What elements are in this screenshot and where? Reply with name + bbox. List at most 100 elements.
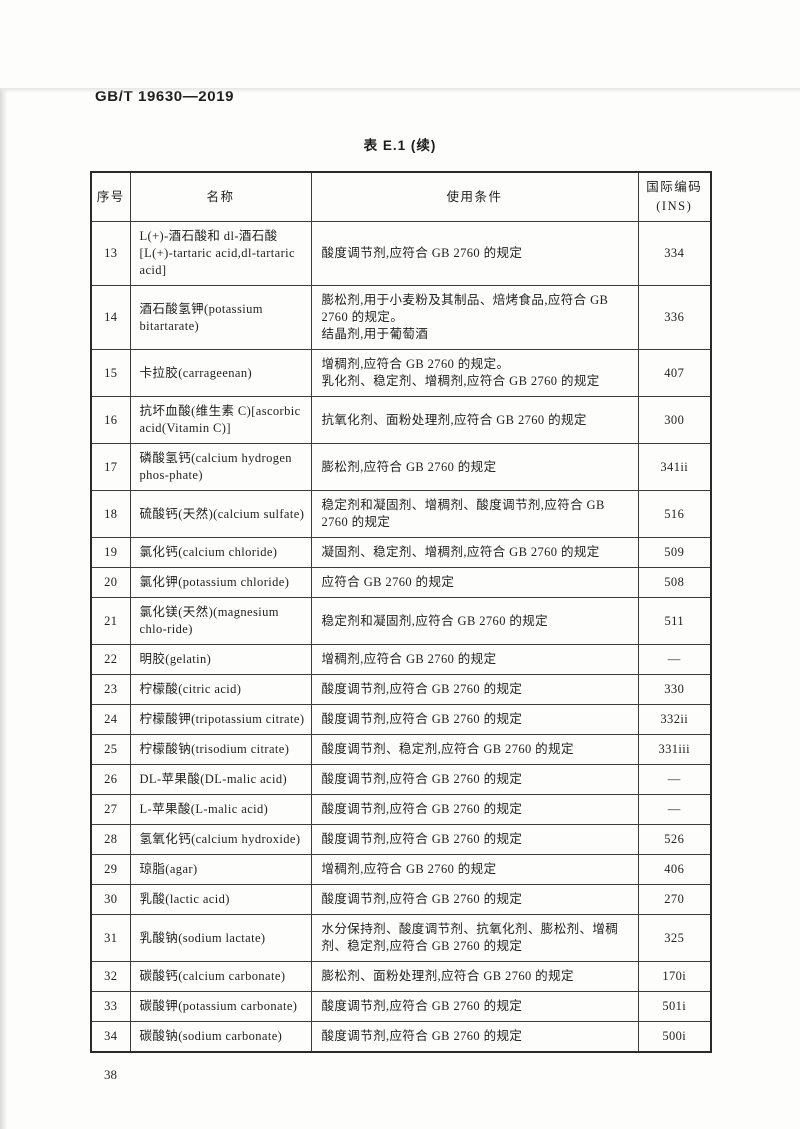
table-row: 15 卡拉胶(carrageenan) 增稠剂,应符合 GB 2760 的规定。… bbox=[90, 349, 712, 397]
usage-condition-cell: 膨松剂、面粉处理剂,应符合 GB 2760 的规定 bbox=[310, 961, 639, 992]
usage-condition-cell: 膨松剂,应符合 GB 2760 的规定 bbox=[310, 443, 639, 491]
substance-name-cell: 抗坏血酸(维生素 C)[ascorbic acid(Vitamin C)] bbox=[129, 396, 312, 444]
usage-condition-cell: 凝固剂、稳定剂、增稠剂,应符合 GB 2760 的规定 bbox=[310, 537, 639, 568]
substance-name-cell: 氯化钾(potassium chloride) bbox=[129, 567, 312, 598]
usage-condition-cell: 增稠剂,应符合 GB 2760 的规定。 乳化剂、稳定剂、增稠剂,应符合 GB … bbox=[310, 349, 639, 397]
col-header-name: 名称 bbox=[129, 171, 312, 222]
scan-edge-top bbox=[0, 88, 800, 93]
table-row: 32 碳酸钙(calcium carbonate) 膨松剂、面粉处理剂,应符合 … bbox=[90, 961, 712, 992]
scan-edge-left bbox=[0, 88, 7, 1129]
table-title: 表 E.1 (续) bbox=[363, 138, 437, 153]
row-number-cell: 24 bbox=[90, 704, 131, 735]
substance-name-cell: L(+)-酒石酸和 dl-酒石酸[L(+)-tartaric acid,dl-t… bbox=[129, 221, 312, 286]
table-body: 13 L(+)-酒石酸和 dl-酒石酸[L(+)-tartaric acid,d… bbox=[90, 221, 712, 1053]
table-row: 25 柠檬酸钠(trisodium citrate) 酸度调节剂、稳定剂,应符合… bbox=[90, 734, 712, 765]
table-row: 29 琼脂(agar) 增稠剂,应符合 GB 2760 的规定 406 bbox=[90, 854, 712, 885]
row-number-cell: 30 bbox=[90, 884, 131, 915]
ins-code-cell: 332ii bbox=[637, 704, 712, 735]
row-number-cell: 14 bbox=[90, 285, 131, 350]
substance-name-cell: 酒石酸氢钾(potassium bitartarate) bbox=[129, 285, 312, 350]
table-row: 22 明胶(gelatin) 增稠剂,应符合 GB 2760 的规定 — bbox=[90, 644, 712, 675]
usage-condition-cell: 酸度调节剂,应符合 GB 2760 的规定 bbox=[310, 704, 639, 735]
ins-code-cell: 500i bbox=[637, 1021, 712, 1053]
table-row: 34 碳酸钠(sodium carbonate) 酸度调节剂,应符合 GB 27… bbox=[90, 1021, 712, 1053]
table-row: 21 氯化镁(天然)(magnesium chlo-ride) 稳定剂和凝固剂,… bbox=[90, 597, 712, 645]
substance-name-cell: L-苹果酸(L-malic acid) bbox=[129, 794, 312, 825]
row-number-cell: 26 bbox=[90, 764, 131, 795]
ins-code-cell: 334 bbox=[637, 221, 712, 286]
table-header-row: 序号 名称 使用条件 国际编码 (INS) bbox=[90, 171, 712, 222]
row-number-cell: 32 bbox=[90, 961, 131, 992]
ins-code-cell: 508 bbox=[637, 567, 712, 598]
ins-code-cell: 330 bbox=[637, 674, 712, 705]
substance-name-cell: 磷酸氢钙(calcium hydrogen phos-phate) bbox=[129, 443, 312, 491]
row-number-cell: 13 bbox=[90, 221, 131, 286]
ins-code-cell: 170i bbox=[637, 961, 712, 992]
substance-name-cell: DL-苹果酸(DL-malic acid) bbox=[129, 764, 312, 795]
row-number-cell: 31 bbox=[90, 914, 131, 962]
row-number-cell: 15 bbox=[90, 349, 131, 397]
usage-condition-cell: 增稠剂,应符合 GB 2760 的规定 bbox=[310, 644, 639, 675]
substance-name-cell: 氯化钙(calcium chloride) bbox=[129, 537, 312, 568]
additives-table: 序号 名称 使用条件 国际编码 (INS) 13 L(+)-酒石酸和 dl-酒石… bbox=[90, 171, 712, 1053]
usage-condition-cell: 膨松剂,用于小麦粉及其制品、焙烤食品,应符合 GB 2760 的规定。 结晶剂,… bbox=[310, 285, 639, 350]
row-number-cell: 25 bbox=[90, 734, 131, 765]
ins-code-cell: — bbox=[637, 794, 712, 825]
ins-code-cell: 325 bbox=[637, 914, 712, 962]
row-number-cell: 29 bbox=[90, 854, 131, 885]
substance-name-cell: 碳酸钙(calcium carbonate) bbox=[129, 961, 312, 992]
table-row: 30 乳酸(lactic acid) 酸度调节剂,应符合 GB 2760 的规定… bbox=[90, 884, 712, 915]
row-number-cell: 21 bbox=[90, 597, 131, 645]
table-row: 33 碳酸钾(potassium carbonate) 酸度调节剂,应符合 GB… bbox=[90, 991, 712, 1022]
table-row: 16 抗坏血酸(维生素 C)[ascorbic acid(Vitamin C)]… bbox=[90, 396, 712, 444]
row-number-cell: 16 bbox=[90, 396, 131, 444]
substance-name-cell: 琼脂(agar) bbox=[129, 854, 312, 885]
ins-code-cell: — bbox=[637, 644, 712, 675]
substance-name-cell: 柠檬酸钾(tripotassium citrate) bbox=[129, 704, 312, 735]
table-row: 19 氯化钙(calcium chloride) 凝固剂、稳定剂、增稠剂,应符合… bbox=[90, 537, 712, 568]
usage-condition-cell: 增稠剂,应符合 GB 2760 的规定 bbox=[310, 854, 639, 885]
row-number-cell: 28 bbox=[90, 824, 131, 855]
row-number-cell: 33 bbox=[90, 991, 131, 1022]
usage-condition-cell: 酸度调节剂,应符合 GB 2760 的规定 bbox=[310, 1021, 639, 1053]
row-number-cell: 18 bbox=[90, 490, 131, 538]
ins-code-cell: 501i bbox=[637, 991, 712, 1022]
ins-code-cell: 511 bbox=[637, 597, 712, 645]
page-number: 38 bbox=[104, 1067, 117, 1082]
ins-code-cell: 509 bbox=[637, 537, 712, 568]
table-row: 17 磷酸氢钙(calcium hydrogen phos-phate) 膨松剂… bbox=[90, 443, 712, 491]
table-row: 20 氯化钾(potassium chloride) 应符合 GB 2760 的… bbox=[90, 567, 712, 598]
ins-code-cell: 336 bbox=[637, 285, 712, 350]
usage-condition-cell: 酸度调节剂,应符合 GB 2760 的规定 bbox=[310, 884, 639, 915]
row-number-cell: 19 bbox=[90, 537, 131, 568]
substance-name-cell: 乳酸(lactic acid) bbox=[129, 884, 312, 915]
usage-condition-cell: 酸度调节剂,应符合 GB 2760 的规定 bbox=[310, 991, 639, 1022]
usage-condition-cell: 酸度调节剂,应符合 GB 2760 的规定 bbox=[310, 764, 639, 795]
substance-name-cell: 氯化镁(天然)(magnesium chlo-ride) bbox=[129, 597, 312, 645]
ins-code-cell: 526 bbox=[637, 824, 712, 855]
col-header-no: 序号 bbox=[90, 171, 131, 222]
table-row: 18 硫酸钙(天然)(calcium sulfate) 稳定剂和凝固剂、增稠剂、… bbox=[90, 490, 712, 538]
table-row: 14 酒石酸氢钾(potassium bitartarate) 膨松剂,用于小麦… bbox=[90, 285, 712, 350]
usage-condition-cell: 酸度调节剂,应符合 GB 2760 的规定 bbox=[310, 674, 639, 705]
ins-code-cell: 406 bbox=[637, 854, 712, 885]
ins-code-cell: — bbox=[637, 764, 712, 795]
row-number-cell: 23 bbox=[90, 674, 131, 705]
ins-code-cell: 341ii bbox=[637, 443, 712, 491]
usage-condition-cell: 酸度调节剂,应符合 GB 2760 的规定 bbox=[310, 794, 639, 825]
col-header-ins-line2: (INS) bbox=[656, 199, 693, 213]
row-number-cell: 20 bbox=[90, 567, 131, 598]
substance-name-cell: 柠檬酸(citric acid) bbox=[129, 674, 312, 705]
col-header-condition: 使用条件 bbox=[310, 171, 639, 222]
ins-code-cell: 331iii bbox=[637, 734, 712, 765]
substance-name-cell: 明胶(gelatin) bbox=[129, 644, 312, 675]
col-header-ins: 国际编码 (INS) bbox=[637, 171, 712, 222]
usage-condition-cell: 酸度调节剂,应符合 GB 2760 的规定 bbox=[310, 221, 639, 286]
ins-code-cell: 300 bbox=[637, 396, 712, 444]
substance-name-cell: 卡拉胶(carrageenan) bbox=[129, 349, 312, 397]
usage-condition-cell: 稳定剂和凝固剂,应符合 GB 2760 的规定 bbox=[310, 597, 639, 645]
table-row: 26 DL-苹果酸(DL-malic acid) 酸度调节剂,应符合 GB 27… bbox=[90, 764, 712, 795]
substance-name-cell: 碳酸钾(potassium carbonate) bbox=[129, 991, 312, 1022]
substance-name-cell: 硫酸钙(天然)(calcium sulfate) bbox=[129, 490, 312, 538]
row-number-cell: 22 bbox=[90, 644, 131, 675]
